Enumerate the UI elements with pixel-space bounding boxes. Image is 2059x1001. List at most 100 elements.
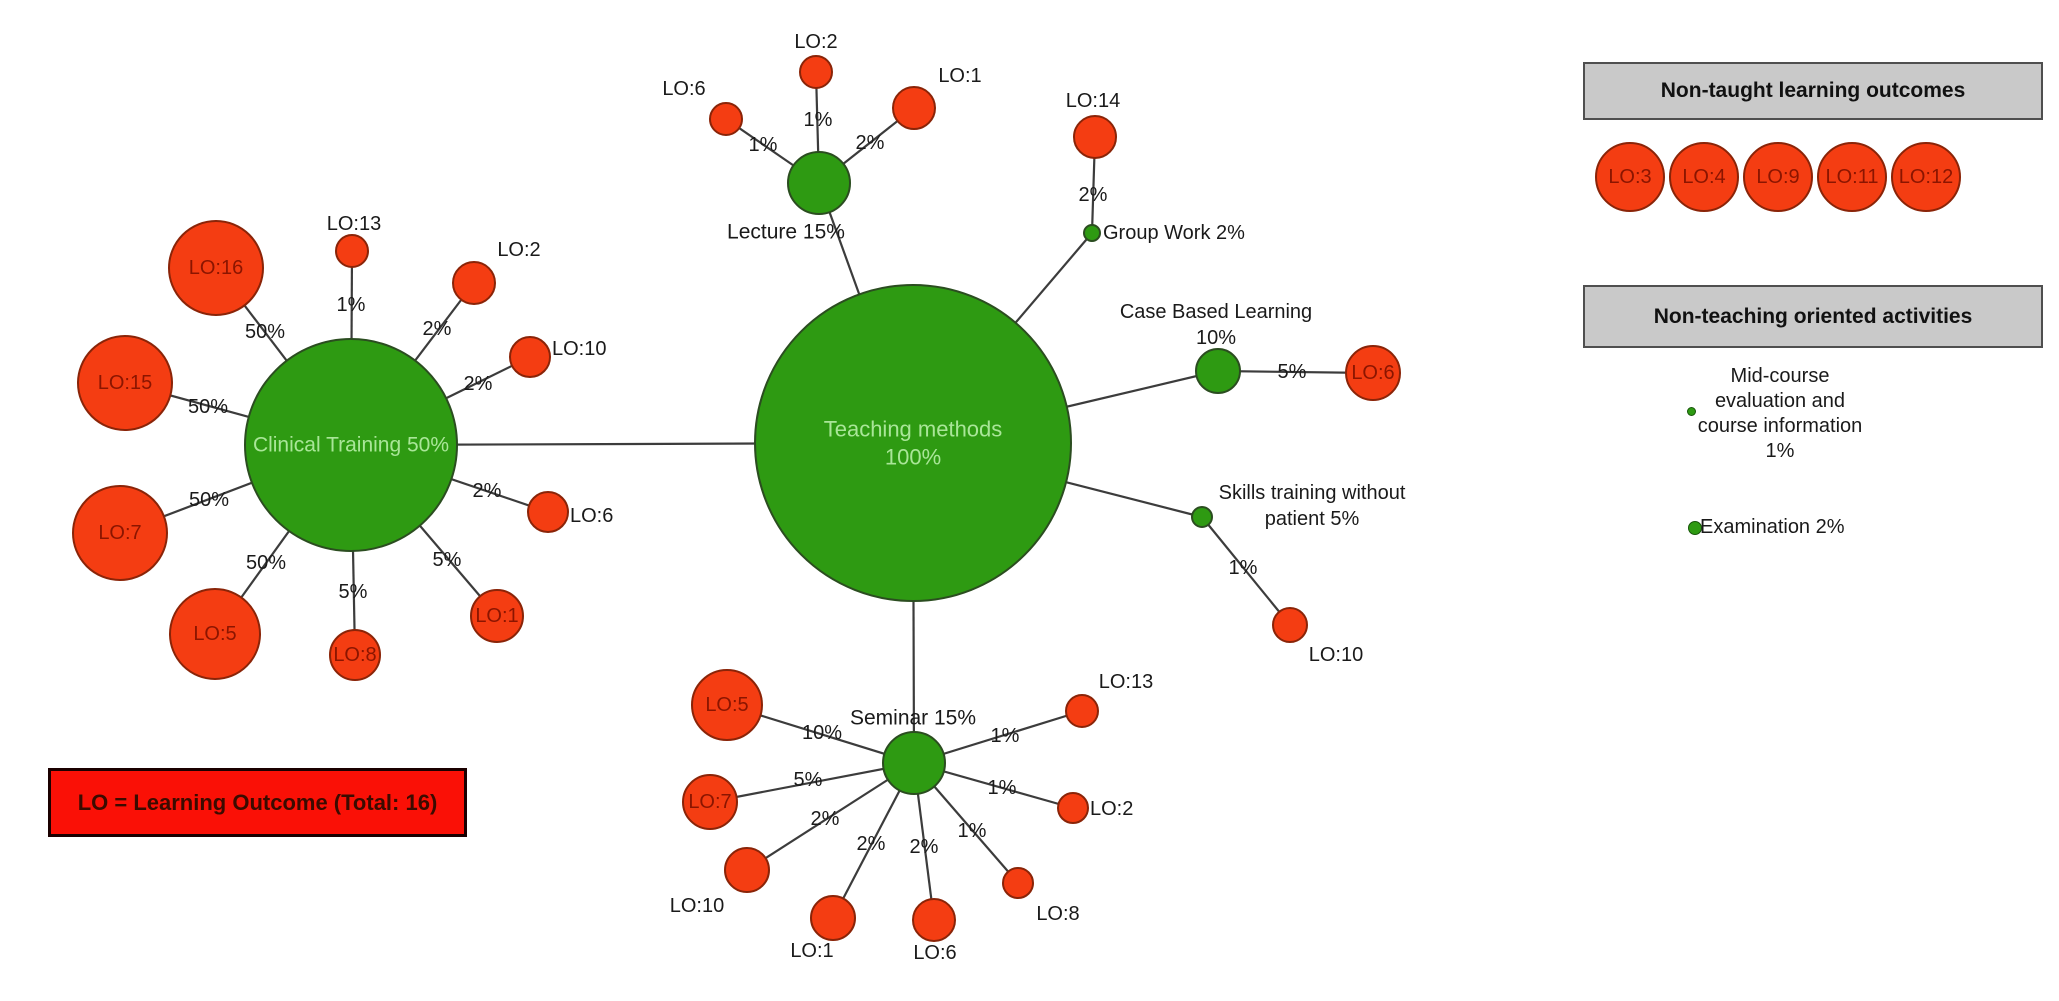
lo-node-c7[interactable] — [72, 485, 168, 581]
lo-label: LO:4 — [1682, 165, 1726, 188]
node-label-lecture: Lecture 15% — [727, 221, 845, 244]
node-label-c6: LO:6 — [570, 505, 613, 527]
edge-weight-label: 1% — [991, 725, 1020, 747]
node-label-l6: LO:6 — [662, 78, 705, 100]
lo-node-se6[interactable] — [912, 898, 956, 942]
lo-node-se2[interactable] — [1057, 792, 1089, 824]
activity-line: Examination 2% — [1700, 516, 1845, 538]
edge-weight-label: 2% — [423, 318, 452, 340]
edge-weight-label: 2% — [464, 373, 493, 395]
non-taught-outcomes-header: Non-taught learning outcomes — [1583, 62, 2043, 120]
node-label-se8: LO:8 — [1036, 903, 1079, 925]
edge-weight-label: 5% — [339, 581, 368, 603]
lo-node-s10[interactable] — [1272, 607, 1308, 643]
node-label-c5: LO:5 — [193, 623, 236, 645]
edge-weight-label: 1% — [988, 777, 1017, 799]
edge-weight-label: 5% — [794, 769, 823, 791]
method-node-lecture[interactable] — [787, 151, 851, 215]
non-taught-lo-node[interactable]: LO:9 — [1743, 142, 1813, 212]
legend-label: LO = Learning Outcome (Total: 16) — [77, 789, 438, 815]
node-label-cbl: 10% — [1196, 327, 1236, 349]
lo-node-se5[interactable] — [691, 669, 763, 741]
node-label-c13: LO:13 — [327, 213, 381, 235]
node-label-c2: LO:2 — [497, 239, 540, 261]
node-label-seminar: Seminar 15% — [850, 707, 976, 730]
edge-weight-label: 2% — [910, 836, 939, 858]
lo-node-c1[interactable] — [470, 589, 524, 643]
node-label-s10: LO:10 — [1309, 644, 1363, 666]
non-teaching-activities-title: Non-teaching oriented activities — [1653, 304, 1973, 328]
method-node-seminar[interactable] — [882, 731, 946, 795]
lo-node-se13[interactable] — [1065, 694, 1099, 728]
node-label-cbl: Case Based Learning — [1120, 301, 1312, 323]
edge-skills-s10 — [1201, 516, 1291, 626]
lo-node-cb6[interactable] — [1345, 345, 1401, 401]
lo-label: LO:12 — [1898, 165, 1954, 188]
nodes-layer — [72, 55, 1401, 942]
node-label-g14: LO:14 — [1066, 90, 1120, 112]
edge-seminar-se7 — [709, 761, 915, 804]
method-node-skills[interactable] — [1191, 506, 1213, 528]
lo-node-g14[interactable] — [1073, 115, 1117, 159]
edge-weight-label: 2% — [811, 808, 840, 830]
node-label-se6: LO:6 — [913, 942, 956, 964]
node-label-se2: LO:2 — [1090, 798, 1133, 820]
node-label-skills: Skills training without — [1219, 482, 1406, 504]
edge-weight-label: 5% — [1278, 361, 1307, 383]
non-taught-lo-node[interactable]: LO:11 — [1817, 142, 1887, 212]
lo-node-se8[interactable] — [1002, 867, 1034, 899]
node-label-teaching: 100% — [885, 445, 941, 470]
edge-weight-label: 1% — [958, 820, 987, 842]
node-label-se10: LO:10 — [670, 895, 724, 917]
node-label-c10: LO:10 — [552, 338, 606, 360]
activity-line: Mid-course — [1730, 365, 1830, 387]
edge-weight-label: 1% — [749, 134, 778, 156]
lo-node-c13[interactable] — [335, 234, 369, 268]
lo-node-l1[interactable] — [892, 86, 936, 130]
lo-node-c5[interactable] — [169, 588, 261, 680]
lo-label: LO:11 — [1825, 165, 1879, 188]
lo-node-se1[interactable] — [810, 895, 856, 941]
node-label-cb6: LO:6 — [1351, 362, 1394, 384]
node-label-se7: LO:7 — [688, 791, 731, 813]
lo-node-l2[interactable] — [799, 55, 833, 89]
activity-line: evaluation and — [1714, 390, 1846, 412]
edge-weight-label: 50% — [246, 552, 286, 574]
lo-node-c10[interactable] — [509, 336, 551, 378]
method-node-groupwork[interactable] — [1083, 224, 1101, 242]
method-node-cbl[interactable] — [1195, 348, 1241, 394]
lo-node-c8[interactable] — [329, 629, 381, 681]
edge-weight-label: 50% — [245, 321, 285, 343]
node-label-se13: LO:13 — [1099, 671, 1153, 693]
node-label-se1: LO:1 — [790, 940, 833, 962]
non-taught-lo-node[interactable]: LO:4 — [1669, 142, 1739, 212]
node-label-clinical: Clinical Training 50% — [253, 434, 449, 457]
node-label-groupwork: Group Work 2% — [1103, 222, 1245, 244]
lo-label: LO:3 — [1608, 165, 1652, 188]
lo-label: LO:9 — [1756, 165, 1800, 188]
activity-mid-course-evaluation: Mid-course evaluation and course informa… — [1685, 364, 1875, 464]
method-node-teaching[interactable] — [754, 284, 1072, 602]
node-label-se5: LO:5 — [705, 694, 748, 716]
lo-node-c2[interactable] — [452, 261, 496, 305]
method-node-clinical[interactable] — [244, 338, 458, 552]
edge-weight-label: 1% — [1229, 557, 1258, 579]
edge-weight-label: 10% — [802, 722, 842, 744]
lo-node-se10[interactable] — [724, 847, 770, 893]
lo-node-c16[interactable] — [168, 220, 264, 316]
non-taught-lo-node[interactable]: LO:12 — [1891, 142, 1961, 212]
lo-node-se7[interactable] — [682, 774, 738, 830]
lo-node-c15[interactable] — [77, 335, 173, 431]
activity-line: course information — [1697, 415, 1863, 437]
node-label-c1: LO:1 — [475, 605, 518, 627]
node-label-l1: LO:1 — [938, 65, 981, 87]
node-label-c7: LO:7 — [98, 522, 141, 544]
lo-node-l6[interactable] — [709, 102, 743, 136]
non-taught-lo-node[interactable]: LO:3 — [1595, 142, 1665, 212]
edge-weight-label: 5% — [433, 549, 462, 571]
lo-node-c6[interactable] — [527, 491, 569, 533]
examination-dot-icon — [1688, 521, 1702, 535]
edge-weight-label: 2% — [856, 132, 885, 154]
